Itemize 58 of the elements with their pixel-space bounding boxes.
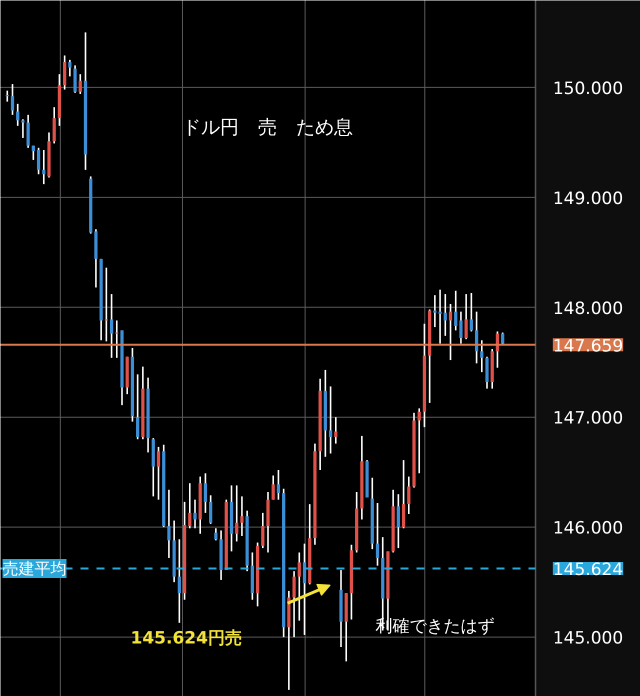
candlestick	[459, 310, 463, 344]
candlestick	[32, 144, 35, 161]
candlestick	[188, 482, 192, 530]
text: 145.624	[552, 560, 624, 580]
candlestick	[167, 488, 171, 559]
candlestick	[438, 288, 442, 344]
y-tick-label: 148.000	[552, 298, 624, 319]
candlestick	[418, 408, 421, 474]
y-tick-label: 146.000	[552, 518, 624, 539]
candlestick	[52, 106, 56, 144]
candlestick	[42, 149, 46, 185]
candlestick	[204, 472, 208, 514]
candlestick	[448, 303, 452, 361]
candlestick	[454, 290, 458, 332]
candlestick	[193, 498, 197, 530]
text: 147.659	[552, 336, 624, 356]
candlestick	[36, 147, 40, 176]
candlestick	[26, 114, 30, 149]
candlestick	[376, 502, 380, 566]
candlestick	[396, 493, 400, 549]
candlestick	[292, 570, 296, 638]
candlestick	[136, 374, 140, 440]
text: ドル円 売 ため息	[182, 116, 354, 138]
candlestick	[214, 527, 218, 542]
candlestick	[480, 339, 484, 373]
candlestick	[6, 90, 9, 102]
candlestick	[272, 474, 275, 500]
candlestick	[63, 54, 66, 90]
candlestick	[328, 386, 332, 454]
candlestick	[10, 83, 14, 116]
y-tick-label: 149.000	[552, 188, 624, 209]
candlestick	[298, 552, 301, 622]
candlestick	[235, 484, 238, 542]
candlestick	[402, 459, 406, 530]
candlestick	[110, 293, 114, 359]
candlestick	[178, 538, 181, 624]
candlestick	[470, 292, 473, 332]
candlestick	[104, 266, 108, 342]
candlestick	[16, 103, 20, 127]
ref-line-label: 売建平均	[2, 559, 66, 578]
candlestick	[433, 294, 436, 328]
candlestick	[334, 416, 338, 444]
candlestick	[464, 293, 468, 340]
annotation: 145.624円売	[130, 628, 242, 648]
y-tick-label: 147.000	[552, 408, 624, 429]
candlestick	[78, 73, 82, 95]
candlestick	[261, 512, 264, 549]
candlestick	[444, 293, 447, 337]
candlestick	[73, 64, 77, 94]
candlestick	[501, 332, 504, 346]
y-tick-label: 145.000	[552, 628, 624, 649]
candlestick	[68, 59, 72, 78]
candlestick	[240, 496, 244, 537]
candlestick	[209, 494, 212, 525]
y-tick-label: 150.000	[552, 78, 624, 99]
candlestick	[115, 320, 118, 359]
candlestick	[156, 446, 160, 500]
candlestick	[407, 476, 410, 515]
